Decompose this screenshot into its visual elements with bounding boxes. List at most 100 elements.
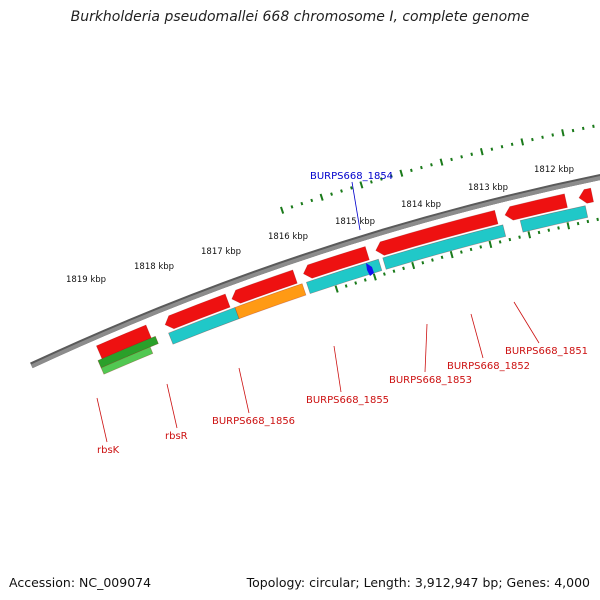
minor-tick-1-18 <box>508 237 512 242</box>
major-tick-0-20 <box>479 148 484 156</box>
gene-label-burps668-1851[interactable]: BURPS668_1851 <box>505 346 588 357</box>
minor-tick-0-6 <box>340 189 343 193</box>
tick-label-1818: 1818 kbp <box>134 262 174 272</box>
minor-tick-1-2 <box>354 281 358 285</box>
minor-tick-0-3 <box>310 198 314 203</box>
outer-tick-ring <box>280 124 595 214</box>
major-tick-1-0 <box>334 285 339 293</box>
minor-tick-1-23 <box>557 226 560 230</box>
gene-label-burps668-1855[interactable]: BURPS668_1855 <box>306 395 389 406</box>
tick-labels: 1812 kbp 1813 kbp 1814 kbp 1815 kbp 1816… <box>66 165 574 285</box>
minor-tick-1-25 <box>576 221 580 226</box>
minor-tick-0-10 <box>379 177 383 181</box>
minor-tick-0-26 <box>541 135 544 139</box>
cds-feature-1856[interactable] <box>305 258 383 294</box>
tick-label-1817: 1817 kbp <box>201 247 241 257</box>
minor-tick-1-17 <box>498 240 502 244</box>
major-tick-0-8 <box>359 181 364 189</box>
gene-label-burps668-1852[interactable]: BURPS668_1852 <box>447 361 530 372</box>
tick-label-1813: 1813 kbp <box>468 183 508 193</box>
gene-label-rbsk[interactable]: rbsK <box>97 445 120 456</box>
cds-feature-rbsr[interactable] <box>234 283 307 320</box>
minor-tick-1-10 <box>431 258 434 262</box>
cds-feature-rbsk[interactable] <box>168 307 240 345</box>
minor-tick-1-14 <box>469 247 473 252</box>
cds-feature-1853[interactable] <box>519 205 589 233</box>
minor-tick-1-1 <box>344 284 348 288</box>
minor-tick-0-5 <box>330 192 333 196</box>
leader-line-1 <box>513 301 540 344</box>
label-leader-lines <box>96 181 540 443</box>
major-tick-1-4 <box>372 273 377 281</box>
gene-feature-rbsk[interactable] <box>164 293 231 330</box>
minor-tick-0-29 <box>571 128 575 133</box>
minor-tick-0-2 <box>300 201 304 206</box>
minor-tick-1-7 <box>402 266 405 271</box>
leader-line-6 <box>166 383 178 429</box>
major-tick-1-16 <box>488 240 493 249</box>
tick-label-1815: 1815 kbp <box>335 217 375 227</box>
minor-tick-0-9 <box>370 180 373 184</box>
minor-tick-1-5 <box>383 272 386 276</box>
minor-tick-0-15 <box>430 163 433 167</box>
genome-summary-text: Topology: circular; Length: 3,912,947 bp… <box>246 575 590 590</box>
gene-feature-1855[interactable] <box>375 209 499 256</box>
major-tick-0-28 <box>561 129 565 137</box>
minor-tick-0-18 <box>460 155 463 159</box>
minor-tick-0-7 <box>350 186 353 190</box>
gene-label-burps668-1856[interactable]: BURPS668_1856 <box>212 416 295 427</box>
gene-feature-1852[interactable] <box>578 187 594 204</box>
minor-tick-1-21 <box>537 230 541 235</box>
accession-text: Accession: NC_009074 <box>9 575 152 590</box>
leader-line-4 <box>333 345 342 393</box>
gene-labels: BURPS668_1854 BURPS668_1851 BURPS668_185… <box>97 171 588 456</box>
minor-tick-0-21 <box>490 147 494 151</box>
minor-tick-0-1 <box>290 205 294 209</box>
major-tick-0-24 <box>520 138 525 146</box>
minor-tick-1-19 <box>518 235 521 239</box>
major-tick-0-16 <box>439 158 444 166</box>
gene-feature-1853[interactable] <box>504 193 568 221</box>
map-title: Burkholderia pseudomallei 668 chromosome… <box>70 9 530 25</box>
minor-tick-1-13 <box>460 250 463 254</box>
minor-tick-0-11 <box>389 174 393 178</box>
minor-tick-0-23 <box>510 142 514 146</box>
major-tick-0-4 <box>319 193 324 201</box>
chromosome-backbone <box>30 176 600 369</box>
minor-tick-1-9 <box>421 261 425 265</box>
major-tick-1-8 <box>411 261 416 270</box>
gene-label-rbsr[interactable]: rbsR <box>165 431 188 442</box>
minor-tick-0-14 <box>420 165 423 170</box>
cds-feature-1855[interactable] <box>382 224 507 270</box>
gene-features <box>96 187 594 375</box>
minor-tick-1-27 <box>596 217 599 222</box>
minor-tick-0-30 <box>581 126 585 131</box>
leader-line-3 <box>424 323 428 373</box>
tick-label-1812: 1812 kbp <box>534 165 574 175</box>
gene-feature-1856[interactable] <box>303 246 370 279</box>
gene-feature-rbsr[interactable] <box>231 269 298 304</box>
minor-tick-0-19 <box>470 152 474 156</box>
minor-tick-1-3 <box>363 278 367 282</box>
minor-tick-1-22 <box>547 228 551 232</box>
minor-tick-0-31 <box>592 124 595 128</box>
minor-tick-0-13 <box>410 168 413 173</box>
rna-feature-2[interactable] <box>100 346 154 375</box>
major-tick-1-20 <box>527 231 532 239</box>
minor-tick-0-25 <box>531 137 534 142</box>
minor-tick-1-6 <box>392 269 396 273</box>
major-tick-0-0 <box>280 206 285 214</box>
leader-line-5 <box>238 367 250 414</box>
minor-tick-0-22 <box>500 145 504 149</box>
tick-label-1819: 1819 kbp <box>66 275 106 285</box>
leader-line-7 <box>96 397 108 443</box>
leader-line-2 <box>470 313 484 359</box>
gene-label-burps668-1854[interactable]: BURPS668_1854 <box>310 171 393 182</box>
minor-tick-0-27 <box>551 133 555 137</box>
leader-line-0 <box>351 181 361 231</box>
inner-tick-ring <box>334 217 599 293</box>
selected-gene-marker-icon <box>366 263 374 276</box>
minor-tick-0-17 <box>450 157 453 162</box>
gene-label-burps668-1853[interactable]: BURPS668_1853 <box>389 375 472 386</box>
